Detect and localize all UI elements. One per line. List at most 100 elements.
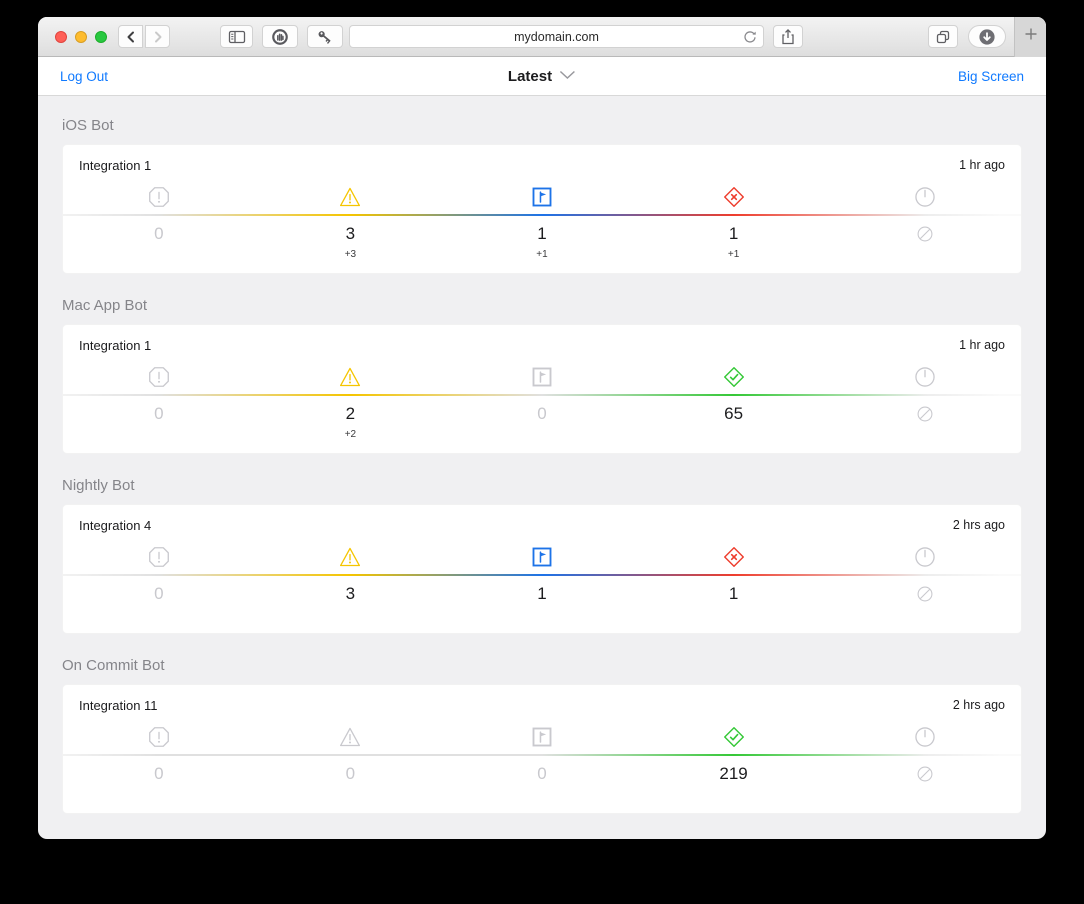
close-window-button[interactable] [55,30,67,43]
reload-icon[interactable] [743,30,757,49]
metric-errors-value: 0 [63,404,255,440]
chevron-right-icon [151,30,165,44]
integration-label: Integration 4 [79,518,152,533]
integration-filter-dropdown[interactable]: Latest [508,67,576,85]
metric-tests-passed-value: 65 [638,404,830,440]
metric-tests-passed-icon [638,365,830,389]
new-tab-button[interactable] [1014,17,1046,57]
status-gradient-line [63,754,1021,756]
metric-warnings-value: 3 +3 [255,224,447,260]
minimize-window-button[interactable] [75,30,87,43]
metric-icons-row [63,545,1021,569]
metric-duration-icon [829,185,1021,209]
metric-icons-row [63,365,1021,389]
forward-button[interactable] [145,25,170,48]
chevron-down-icon [559,67,576,85]
metric-analysis-icon [446,185,638,209]
download-icon [978,28,996,46]
bot-section: Mac App Bot Integration 1 1 hr ago 0 2 +2 0… [62,297,1022,454]
metric-errors-icon [63,725,255,749]
metric-values-row: 0 3 1 1 [63,584,1021,609]
metric-count: 0 [345,764,356,783]
metric-delta: +1 [536,249,548,260]
metric-count: 1 [537,224,547,243]
browser-window: mydomain.com Log Out Latest Big Screen i… [38,17,1046,839]
metric-count: 0 [154,584,164,603]
integration-timestamp: 1 hr ago [959,338,1005,352]
bot-section: On Commit Bot Integration 11 2 hrs ago 0… [62,657,1022,814]
integration-card[interactable]: Integration 4 2 hrs ago 0 3 1 1 [62,504,1022,634]
sidebar-button[interactable] [220,25,253,48]
integration-timestamp: 2 hrs ago [952,518,1005,532]
metric-count: 219 [719,764,748,783]
back-button[interactable] [118,25,143,48]
metric-duration-value [829,584,1021,609]
integration-label: Integration 11 [79,698,158,713]
password-extension-button[interactable] [307,25,343,48]
status-gradient-line [63,394,1021,396]
card-header: Integration 1 1 hr ago [63,325,1021,353]
address-url: mydomain.com [514,29,599,44]
metric-count: 3 [345,584,356,603]
status-gradient-line [63,214,1021,216]
metric-values-row: 0 2 +2 0 65 [63,404,1021,440]
integration-timestamp: 1 hr ago [959,158,1005,172]
log-out-link[interactable]: Log Out [60,68,109,84]
metric-count: 2 [345,404,356,423]
metric-errors-icon [63,545,255,569]
metric-analysis-icon [446,365,638,389]
bot-name: On Commit Bot [62,657,165,674]
bot-section: iOS Bot Integration 1 1 hr ago 0 3 +3 1 +1 1 +… [62,117,1022,274]
metric-duration-value [829,224,1021,260]
metric-analysis-value: 1 +1 [446,224,638,260]
metric-duration-icon [829,545,1021,569]
metric-warnings-icon [255,365,447,389]
integration-card[interactable]: Integration 1 1 hr ago 0 3 +3 1 +1 1 +1 [62,144,1022,274]
metric-warnings-icon [255,725,447,749]
big-screen-link[interactable]: Big Screen [957,68,1024,84]
chevron-left-icon [124,30,138,44]
metric-delta: +1 [727,249,740,260]
metric-analysis-icon [446,725,638,749]
integration-label: Integration 1 [79,338,152,353]
metric-errors-value: 0 [63,584,255,609]
metric-analysis-value: 1 [446,584,638,609]
bot-name: Nightly Bot [62,477,135,494]
metric-count: 65 [724,404,744,423]
metric-count: 0 [154,764,164,783]
metric-test-failures-value: 1 [638,584,830,609]
metric-warnings-value: 2 +2 [255,404,447,440]
stop-hand-icon [270,27,290,47]
integration-card[interactable]: Integration 1 1 hr ago 0 2 +2 0 65 [62,324,1022,454]
metric-icons-row [63,185,1021,209]
metric-test-failures-icon [638,545,830,569]
metric-delta: +3 [344,249,357,260]
metric-warnings-icon [255,545,447,569]
filter-label: Latest [507,67,553,85]
key-icon [315,27,335,47]
metric-tests-passed-icon [638,725,830,749]
slash-circle-icon [915,764,935,789]
show-all-tabs-button[interactable] [928,25,958,48]
metric-values-row: 0 0 0 219 [63,764,1021,789]
metric-errors-icon [63,365,255,389]
slash-circle-icon [915,584,935,609]
metric-errors-value: 0 [63,764,255,789]
metric-duration-icon [829,365,1021,389]
integration-card[interactable]: Integration 11 2 hrs ago 0 0 0 219 [62,684,1022,814]
share-button[interactable] [773,25,803,48]
slash-circle-icon [915,404,935,429]
zoom-window-button[interactable] [95,30,107,43]
plus-icon [1024,27,1038,46]
address-bar[interactable]: mydomain.com [349,25,764,48]
metric-test-failures-icon [638,185,830,209]
metric-duration-icon [829,725,1021,749]
share-icon [780,28,796,46]
card-header: Integration 4 2 hrs ago [63,505,1021,533]
card-header: Integration 1 1 hr ago [63,145,1021,173]
content-blocker-extension-button[interactable] [262,25,298,48]
metric-count: 0 [154,404,164,423]
metric-warnings-value: 3 [255,584,447,609]
downloads-button[interactable] [968,25,1006,48]
status-gradient-line [63,574,1021,576]
